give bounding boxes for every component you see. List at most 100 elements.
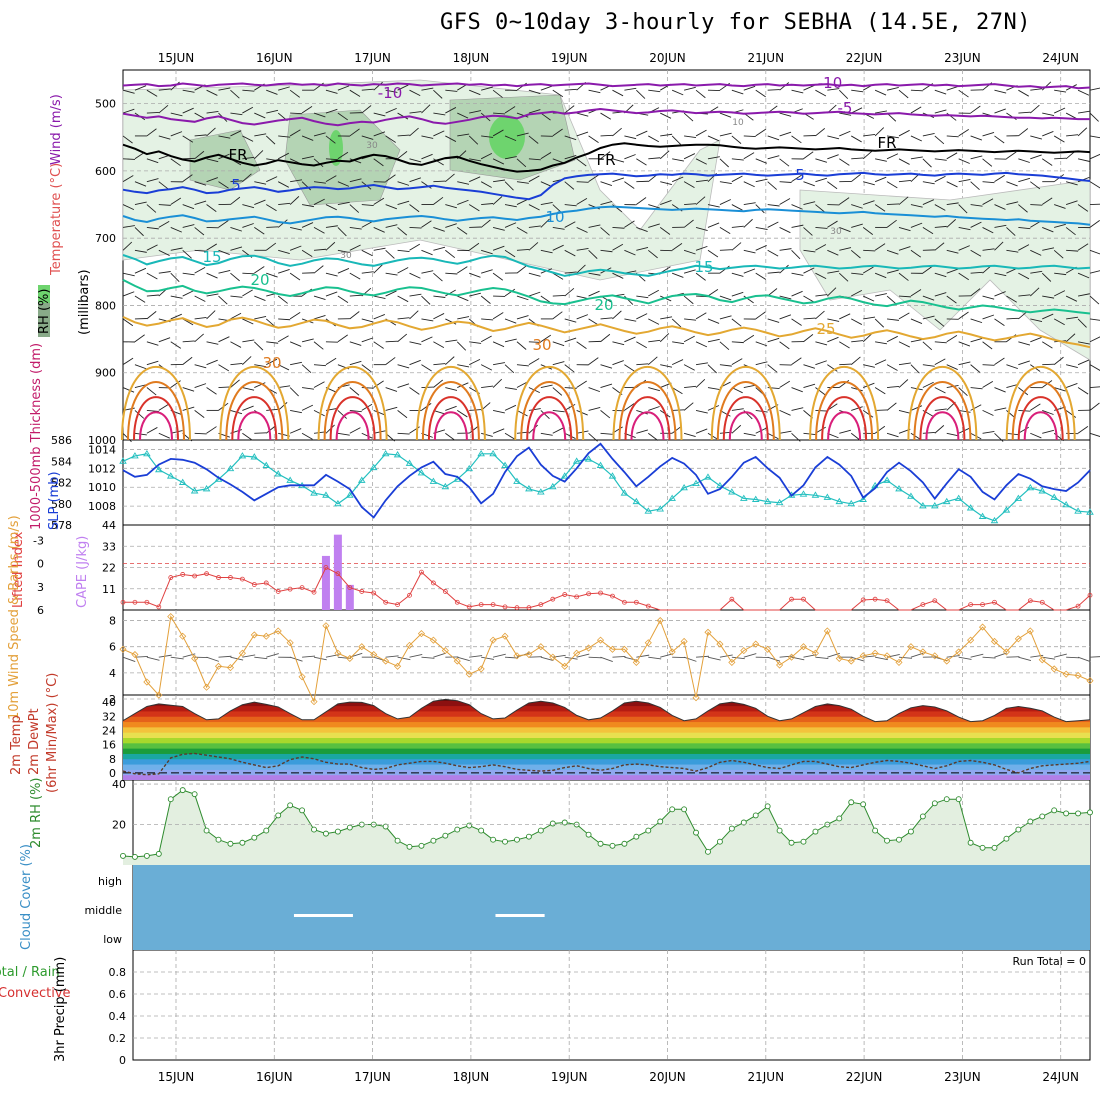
surface-wind-barb bbox=[731, 656, 745, 660]
wind-barb bbox=[457, 133, 470, 137]
wind-barb bbox=[337, 201, 350, 205]
thickness-point bbox=[537, 488, 545, 495]
wind-barb bbox=[481, 249, 493, 255]
thickness-point bbox=[572, 457, 581, 464]
wind-barb bbox=[421, 249, 433, 256]
wind-barb bbox=[970, 135, 983, 141]
wind-barb bbox=[851, 272, 864, 275]
wind-barb bbox=[313, 227, 325, 234]
wind-barb bbox=[624, 403, 635, 411]
wind-barb bbox=[313, 314, 326, 320]
surface-wind-barb bbox=[982, 656, 996, 659]
wind-barb bbox=[922, 431, 935, 434]
thickness-point bbox=[584, 455, 593, 462]
wind-barb bbox=[1042, 247, 1055, 251]
rh-point bbox=[478, 827, 485, 834]
thickness-point bbox=[131, 452, 139, 459]
contour-label: 30 bbox=[262, 354, 281, 372]
wind-barb bbox=[313, 341, 324, 350]
wind-barb bbox=[278, 249, 290, 255]
wind-barb bbox=[504, 318, 517, 324]
wind-barb bbox=[325, 135, 336, 144]
wind-speed-point bbox=[740, 647, 748, 655]
wind-barb bbox=[839, 247, 852, 251]
thickness-point bbox=[190, 487, 199, 494]
wind-barb bbox=[982, 131, 995, 137]
wind-barb bbox=[242, 387, 255, 391]
wind-barb bbox=[922, 364, 935, 367]
wind-barb bbox=[445, 249, 456, 259]
lifted-index-point bbox=[120, 599, 126, 605]
wind-barb bbox=[504, 338, 517, 343]
wind-speed-point bbox=[346, 654, 354, 663]
thickness-point bbox=[250, 453, 259, 460]
wind-barb bbox=[242, 106, 254, 114]
wind-barb bbox=[827, 270, 840, 274]
wind-barb bbox=[457, 364, 470, 368]
wind-barb bbox=[373, 158, 384, 167]
wind-speed-point bbox=[286, 639, 294, 647]
surface-heat-loop bbox=[237, 411, 272, 441]
wind-barb bbox=[827, 181, 838, 190]
bottom-date-label: 17JUN bbox=[354, 1070, 391, 1084]
wind-barb bbox=[194, 200, 207, 205]
wind-barb bbox=[433, 341, 445, 348]
wind-barb bbox=[791, 174, 802, 183]
wind-barb bbox=[660, 133, 673, 137]
wind-barb bbox=[958, 178, 971, 183]
wind-barb bbox=[731, 408, 744, 411]
wind-barb bbox=[636, 363, 649, 366]
wind-barb bbox=[469, 89, 481, 96]
wind-speed-point bbox=[179, 632, 187, 640]
wind-barb bbox=[218, 364, 230, 372]
thickness-point bbox=[1050, 493, 1058, 500]
wind-barb bbox=[779, 181, 792, 183]
wind-barb bbox=[552, 409, 565, 413]
convective-label: Convective bbox=[0, 986, 71, 1001]
wind-barb bbox=[218, 295, 228, 305]
thickness-point bbox=[322, 491, 330, 498]
wind-barb bbox=[325, 291, 338, 297]
rh-point bbox=[621, 840, 628, 847]
thickness-point bbox=[143, 449, 151, 457]
wind-barb bbox=[134, 295, 146, 303]
thickness-point bbox=[274, 470, 282, 477]
wind-barb bbox=[349, 226, 362, 230]
cloud-level-label: middle bbox=[84, 904, 122, 917]
wind-barb bbox=[838, 89, 849, 99]
precip-tick: 0.6 bbox=[109, 988, 127, 1001]
wind-barb bbox=[1089, 336, 1100, 343]
wind-barb bbox=[564, 364, 575, 373]
wind-barb bbox=[469, 176, 481, 183]
wind-barb bbox=[922, 199, 935, 205]
wind-barb bbox=[349, 128, 360, 137]
cape-bar bbox=[333, 534, 342, 610]
wind-barb bbox=[445, 272, 458, 275]
wind-barb bbox=[886, 87, 899, 91]
thickness-point bbox=[1026, 483, 1035, 491]
wind-barb bbox=[958, 361, 971, 366]
wind-barb bbox=[588, 174, 599, 183]
wind-barb bbox=[636, 197, 647, 205]
wind-barb bbox=[624, 318, 637, 322]
wind-barb bbox=[528, 291, 541, 297]
wind-barb bbox=[218, 270, 231, 274]
thickness-point bbox=[692, 479, 700, 487]
thickness-point bbox=[680, 483, 688, 491]
thickness-point bbox=[823, 493, 832, 500]
wind-barb bbox=[934, 109, 947, 114]
wind-barb bbox=[468, 425, 479, 434]
surface-heat-loop bbox=[329, 396, 376, 441]
wind-barb bbox=[433, 89, 443, 99]
wind-barb bbox=[779, 112, 792, 117]
wind-barb bbox=[803, 84, 815, 91]
wind-barb bbox=[779, 314, 792, 320]
wind-barb bbox=[1041, 81, 1052, 91]
wind-barb bbox=[385, 89, 398, 93]
wind-barb bbox=[934, 408, 947, 411]
wind-barb bbox=[600, 201, 613, 205]
wind-barb bbox=[337, 249, 350, 254]
wind-barb bbox=[803, 317, 816, 320]
contour-label: 20 bbox=[594, 296, 613, 314]
wind-barb bbox=[361, 135, 374, 140]
